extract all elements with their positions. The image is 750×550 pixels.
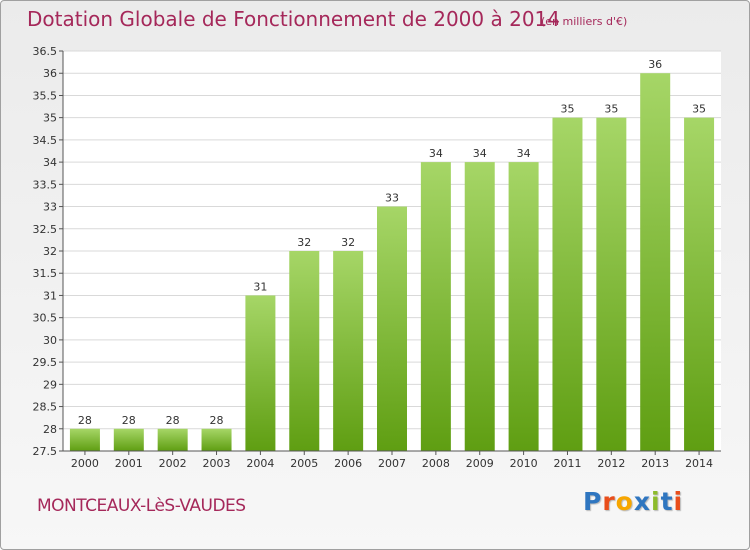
y-tick-label: 30 xyxy=(43,334,57,347)
bar-value-label: 31 xyxy=(253,280,267,293)
y-tick-label: 32 xyxy=(43,245,57,258)
x-tick-label: 2009 xyxy=(466,457,494,470)
bar xyxy=(596,117,627,452)
bar xyxy=(157,428,188,451)
x-tick-label: 2003 xyxy=(203,457,231,470)
bar xyxy=(508,162,539,451)
y-tick-label: 35 xyxy=(43,112,57,125)
chart-title: Dotation Globale de Fonctionnement de 20… xyxy=(27,7,560,31)
proxiti-logo: Proxiti xyxy=(583,487,683,516)
y-tick-label: 28 xyxy=(43,423,57,436)
y-tick-label: 32.5 xyxy=(33,223,58,236)
bar-value-label: 34 xyxy=(429,147,443,160)
bar-value-label: 28 xyxy=(122,414,136,427)
logo-letter: i xyxy=(673,487,684,516)
logo-letter: t xyxy=(660,487,674,516)
logo-letter: P xyxy=(583,487,603,516)
bar-value-label: 28 xyxy=(166,414,180,427)
bar-value-label: 35 xyxy=(560,103,574,116)
x-tick-label: 2001 xyxy=(115,457,143,470)
x-tick-label: 2008 xyxy=(422,457,450,470)
bar xyxy=(640,73,671,451)
x-tick-label: 2000 xyxy=(71,457,99,470)
y-tick-label: 29 xyxy=(43,378,57,391)
bar-value-label: 32 xyxy=(297,236,311,249)
x-tick-label: 2005 xyxy=(290,457,318,470)
bar xyxy=(420,162,451,451)
bar xyxy=(245,295,276,451)
y-tick-label: 31 xyxy=(43,289,57,302)
x-tick-label: 2006 xyxy=(334,457,362,470)
bar xyxy=(69,428,100,451)
y-tick-label: 33.5 xyxy=(33,178,58,191)
bar xyxy=(333,251,364,451)
bar xyxy=(464,162,495,451)
x-tick-label: 2013 xyxy=(641,457,669,470)
bar xyxy=(113,428,144,451)
bar xyxy=(552,117,583,452)
bar-value-label: 36 xyxy=(648,58,662,71)
bar xyxy=(289,251,320,451)
bar xyxy=(377,206,407,451)
x-tick-label: 2014 xyxy=(685,457,713,470)
bar xyxy=(201,428,232,451)
logo-letter: i xyxy=(651,487,661,516)
town-name: MONTCEAUX-LèS-VAUDES xyxy=(37,496,246,516)
y-tick-label: 27.5 xyxy=(33,445,58,458)
y-tick-label: 29.5 xyxy=(33,356,58,369)
bar-value-label: 35 xyxy=(604,103,618,116)
x-tick-label: 2011 xyxy=(553,457,581,470)
x-tick-label: 2004 xyxy=(246,457,274,470)
unit-note: (en milliers d'€) xyxy=(541,15,628,28)
bar-value-label: 33 xyxy=(385,192,399,205)
bar-value-label: 32 xyxy=(341,236,355,249)
y-tick-label: 34.5 xyxy=(33,134,58,147)
x-tick-label: 2010 xyxy=(510,457,538,470)
bar-value-label: 28 xyxy=(210,414,224,427)
y-tick-label: 34 xyxy=(43,156,57,169)
y-tick-label: 30.5 xyxy=(33,312,58,325)
x-tick-label: 2002 xyxy=(159,457,187,470)
y-tick-label: 31.5 xyxy=(33,267,58,280)
y-tick-label: 33 xyxy=(43,201,57,214)
x-tick-label: 2012 xyxy=(597,457,625,470)
bar-value-label: 28 xyxy=(78,414,92,427)
y-tick-label: 35.5 xyxy=(33,89,58,102)
bar-value-label: 35 xyxy=(692,103,706,116)
logo-letter: r xyxy=(602,487,616,516)
y-tick-label: 36.5 xyxy=(33,45,58,58)
logo-letter: x xyxy=(633,487,651,516)
bar-value-label: 34 xyxy=(517,147,531,160)
y-tick-label: 28.5 xyxy=(33,401,58,414)
y-tick-label: 36 xyxy=(43,67,57,80)
bar-value-label: 34 xyxy=(473,147,487,160)
logo-letter: o xyxy=(615,487,634,516)
x-tick-label: 2007 xyxy=(378,457,406,470)
bar xyxy=(684,117,715,452)
